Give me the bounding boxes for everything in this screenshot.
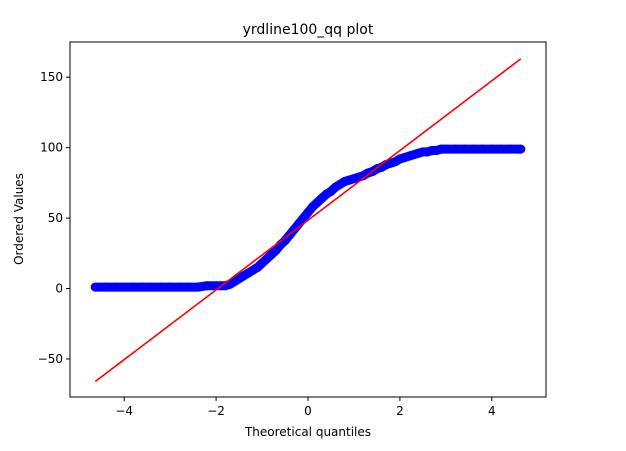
sample-point <box>487 144 497 154</box>
axis-ticks: −4 −2 0 2 4 −50 0 50 100 150 <box>38 70 496 418</box>
sample-point <box>128 282 138 292</box>
y-tick-label: 50 <box>48 211 63 225</box>
plot-layer <box>90 58 526 383</box>
x-axis-label: Theoretical quantiles <box>244 425 371 439</box>
sample-point <box>156 282 166 292</box>
sample-points-series <box>90 144 526 292</box>
sample-point <box>90 282 100 292</box>
sample-point <box>193 282 203 292</box>
sample-point <box>165 282 175 292</box>
sample-point <box>516 144 526 154</box>
y-tick-label: 100 <box>40 141 63 155</box>
sample-point <box>459 144 469 154</box>
y-tick-label: 150 <box>40 70 63 84</box>
sample-point <box>110 282 120 292</box>
x-tick-label: 2 <box>396 404 404 418</box>
sample-point <box>174 282 184 292</box>
sample-point <box>496 144 506 154</box>
y-tick-label: −50 <box>38 352 63 366</box>
sample-point <box>441 144 451 154</box>
sample-point <box>119 282 129 292</box>
x-tick-label: −4 <box>115 404 133 418</box>
x-tick-label: −2 <box>207 404 225 418</box>
sample-point <box>505 144 515 154</box>
sample-point <box>478 144 488 154</box>
reference-fit-line <box>94 58 522 383</box>
sample-point <box>450 144 460 154</box>
sample-point <box>202 281 212 291</box>
x-tick-label: 0 <box>304 404 312 418</box>
sample-point <box>184 282 194 292</box>
chart-title: yrdline100_qq plot <box>243 22 374 38</box>
sample-point <box>147 282 157 292</box>
y-tick-label: 0 <box>55 282 63 296</box>
sample-point <box>101 282 111 292</box>
y-axis-label: Ordered Values <box>12 173 26 265</box>
sample-point <box>468 144 478 154</box>
sample-point <box>138 282 148 292</box>
x-tick-label: 4 <box>488 404 496 418</box>
